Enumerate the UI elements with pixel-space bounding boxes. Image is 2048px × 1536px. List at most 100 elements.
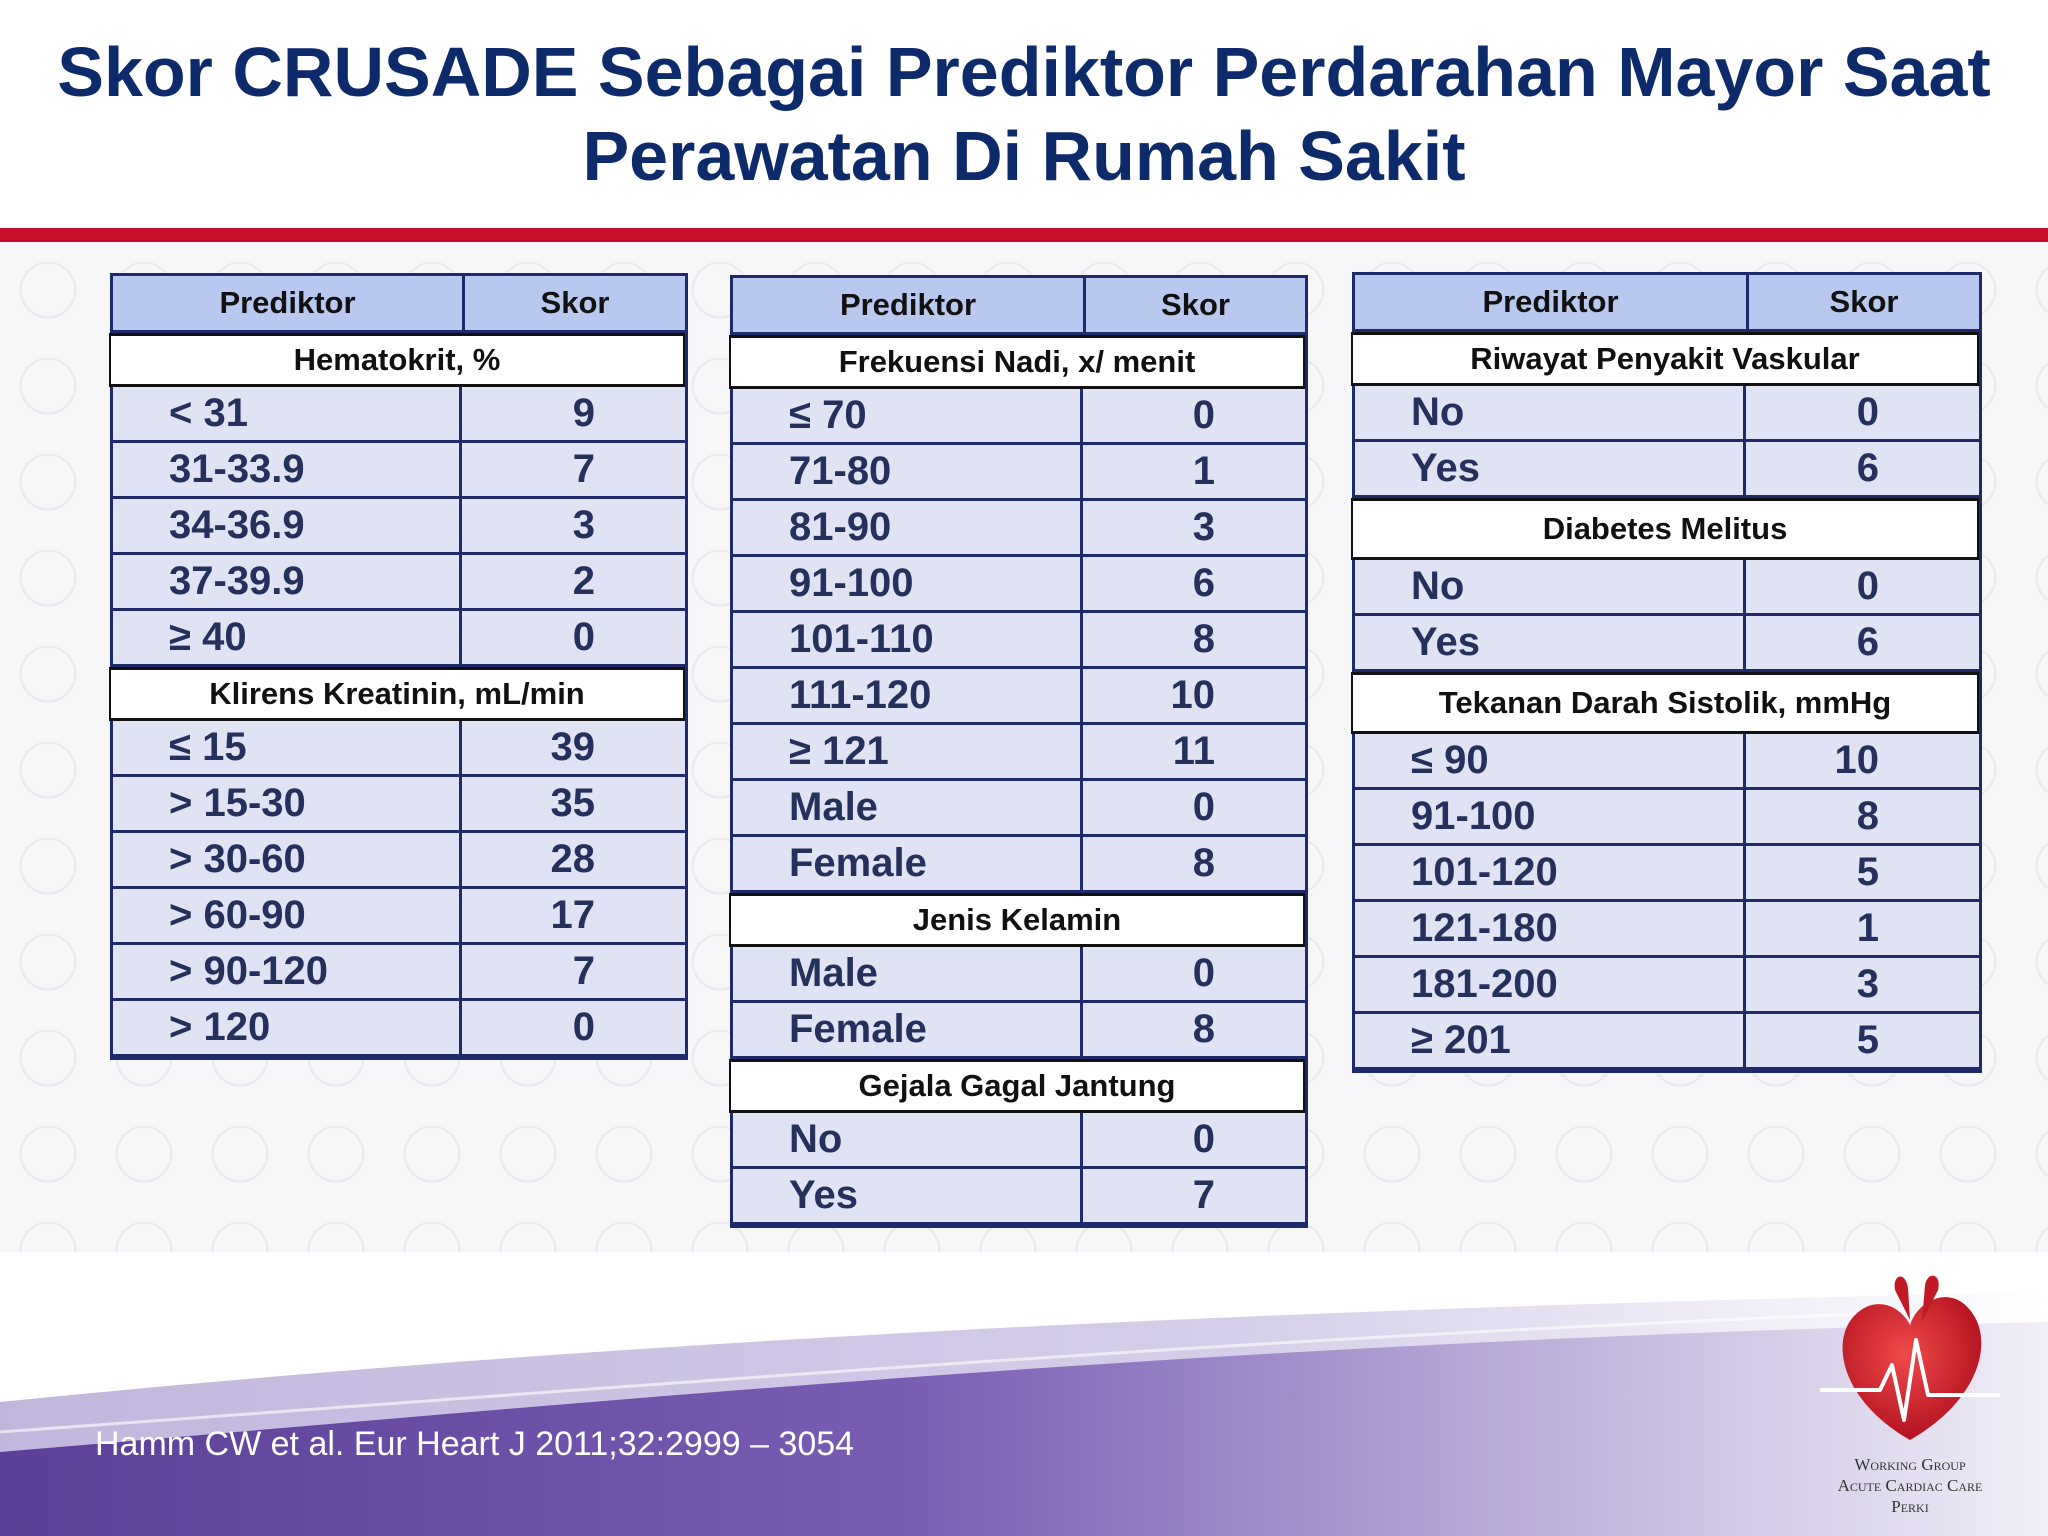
footer-wave <box>0 1292 2048 1536</box>
table-row: 37-39.9 2 <box>113 555 685 611</box>
row-predictor: 101-120 <box>1355 846 1746 899</box>
row-score: 35 <box>550 781 596 825</box>
table-row: > 30-60 28 <box>113 833 685 889</box>
row-predictor: ≤ 70 <box>733 389 1083 442</box>
table-row: 81-90 3 <box>733 501 1305 557</box>
table-row: 31-33.9 7 <box>113 443 685 499</box>
row-predictor: 91-100 <box>733 557 1083 610</box>
row-predictor: 71-80 <box>733 445 1083 498</box>
row-score: 8 <box>1856 794 1879 838</box>
table-row: Yes 7 <box>733 1169 1305 1225</box>
row-predictor: 101-110 <box>733 613 1083 666</box>
section-label: Riwayat Penyakit Vaskular <box>1351 332 1979 386</box>
section-label: Hematokrit, % <box>109 333 685 387</box>
table-header: Prediktor Skor <box>733 278 1305 335</box>
row-score: 5 <box>1856 850 1879 894</box>
score-table-2: Prediktor Skor Frekuensi Nadi, x/ menit … <box>729 275 1308 1228</box>
row-predictor: Male <box>733 947 1083 1000</box>
table-row: Female 8 <box>733 1003 1305 1059</box>
row-predictor: ≥ 201 <box>1355 1014 1746 1067</box>
table-row: Male 0 <box>733 947 1305 1003</box>
row-score: 8 <box>1192 1007 1215 1051</box>
row-score: 7 <box>572 949 595 993</box>
row-predictor: > 60-90 <box>113 889 462 942</box>
table-row: > 60-90 17 <box>113 889 685 945</box>
row-predictor: > 30-60 <box>113 833 462 886</box>
row-score: 0 <box>572 1005 595 1049</box>
heart-icon <box>1820 1275 2000 1440</box>
row-score: 2 <box>572 559 595 603</box>
row-predictor: 81-90 <box>733 501 1083 554</box>
table-row: > 90-120 7 <box>113 945 685 1001</box>
row-score: 6 <box>1856 620 1879 664</box>
header-score: Skor <box>540 285 610 320</box>
score-table-1: Prediktor Skor Hematokrit, % < 31 9 31-33… <box>109 273 688 1060</box>
row-score: 17 <box>550 893 596 937</box>
table-row: ≥ 121 11 <box>733 725 1305 781</box>
section-label: Tekanan Darah Sistolik, mmHg <box>1351 672 1979 734</box>
table-row: 91-100 8 <box>1355 790 1979 846</box>
table-row: 101-120 5 <box>1355 846 1979 902</box>
row-predictor: ≤ 15 <box>113 721 462 774</box>
citation: Hamm CW et al. Eur Heart J 2011;32:2999 … <box>95 1425 855 1463</box>
header-score: Skor <box>1829 284 1899 319</box>
row-predictor: Female <box>733 1003 1083 1056</box>
row-score: 3 <box>1192 505 1215 549</box>
row-predictor: > 15-30 <box>113 777 462 830</box>
header-predictor: Prediktor <box>733 278 1086 332</box>
table-row: Yes 6 <box>1355 616 1979 672</box>
page-title: Skor CRUSADE Sebagai Prediktor Perdaraha… <box>0 30 2048 198</box>
table-row: ≤ 15 39 <box>113 721 685 777</box>
logo-line-2: Acute Cardiac Care <box>1837 1476 1983 1495</box>
table-row: Female 8 <box>733 837 1305 893</box>
row-score: 0 <box>1192 393 1215 437</box>
table-row: No 0 <box>1355 560 1979 616</box>
table-row: ≤ 70 0 <box>733 389 1305 445</box>
row-score: 3 <box>1856 962 1879 1006</box>
row-predictor: ≤ 90 <box>1355 734 1746 787</box>
table-row: 101-110 8 <box>733 613 1305 669</box>
row-score: 10 <box>1170 673 1216 717</box>
table-row: > 120 0 <box>113 1001 685 1057</box>
row-score: 1 <box>1856 906 1879 950</box>
table-row: Yes 6 <box>1355 442 1979 498</box>
row-predictor: ≥ 121 <box>733 725 1083 778</box>
row-predictor: 37-39.9 <box>113 555 462 608</box>
row-predictor: Male <box>733 781 1083 834</box>
table-row: 34-36.9 3 <box>113 499 685 555</box>
row-predictor: 34-36.9 <box>113 499 462 552</box>
table-row: 71-80 1 <box>733 445 1305 501</box>
accent-divider <box>0 228 2048 242</box>
row-predictor: 111-120 <box>733 669 1083 722</box>
row-score: 1 <box>1192 449 1215 493</box>
table-row: 181-200 3 <box>1355 958 1979 1014</box>
section-label: Jenis Kelamin <box>729 893 1305 947</box>
row-predictor: ≥ 40 <box>113 611 462 664</box>
perki-logo: Working Group Acute Cardiac Care Perki <box>1800 1270 2020 1530</box>
row-score: 6 <box>1856 446 1879 490</box>
row-score: 3 <box>572 503 595 547</box>
table-row: ≥ 201 5 <box>1355 1014 1979 1070</box>
row-score: 10 <box>1834 738 1880 782</box>
table-row: 91-100 6 <box>733 557 1305 613</box>
score-table-3: Prediktor Skor Riwayat Penyakit Vaskular… <box>1351 272 1982 1073</box>
table-row: > 15-30 35 <box>113 777 685 833</box>
row-score: 0 <box>1856 390 1879 434</box>
row-score: 0 <box>1192 1117 1215 1161</box>
row-predictor: Yes <box>1355 442 1746 495</box>
header-score: Skor <box>1161 287 1230 322</box>
table-row: ≥ 40 0 <box>113 611 685 667</box>
row-predictor: No <box>1355 560 1746 613</box>
row-score: 9 <box>572 391 595 435</box>
title-line-2: Perawatan Di Rumah Sakit <box>582 117 1466 195</box>
row-predictor: > 120 <box>113 1001 462 1054</box>
table-row: ≤ 90 10 <box>1355 734 1979 790</box>
header-predictor: Prediktor <box>1355 275 1749 329</box>
row-score: 0 <box>1856 564 1879 608</box>
row-score: 0 <box>1192 785 1215 829</box>
section-label: Gejala Gagal Jantung <box>729 1059 1305 1113</box>
row-score: 7 <box>572 447 595 491</box>
row-score: 8 <box>1192 617 1215 661</box>
row-score: 11 <box>1172 729 1215 773</box>
logo-text: Working Group Acute Cardiac Care Perki <box>1800 1454 2020 1517</box>
